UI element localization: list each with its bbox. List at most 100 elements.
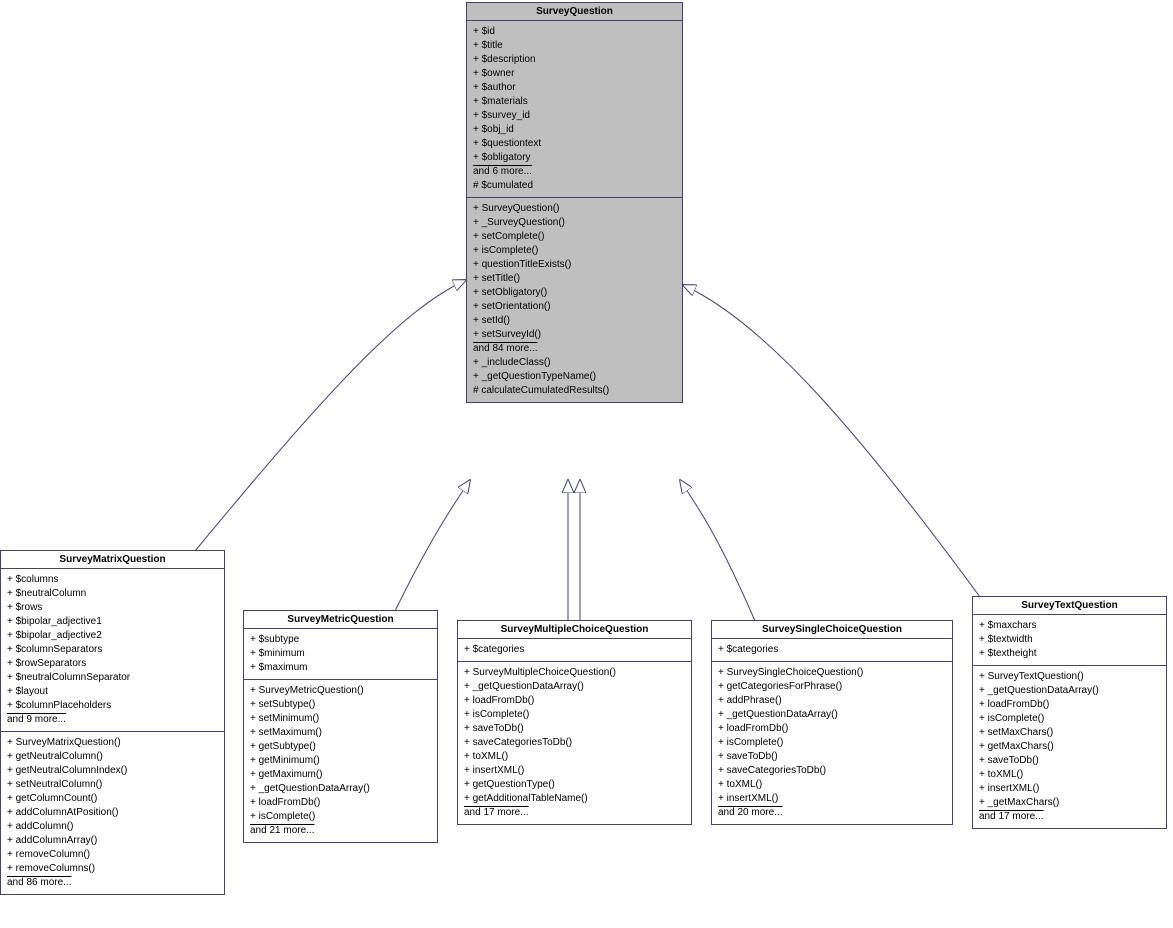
attribute-line: + $subtype bbox=[250, 633, 431, 647]
class-matrix[interactable]: SurveyMatrixQuestion+ $columns+ $neutral… bbox=[0, 550, 225, 895]
operation-line: + SurveySingleChoiceQuestion() bbox=[718, 666, 946, 680]
operation-line: and 17 more... bbox=[464, 806, 685, 820]
class-title: SurveyMetricQuestion bbox=[244, 611, 437, 629]
operations-section: + SurveyMetricQuestion()+ setSubtype()+ … bbox=[244, 680, 437, 842]
operation-line: + toXML() bbox=[979, 768, 1160, 782]
operation-line: + loadFromDb() bbox=[464, 694, 685, 708]
attribute-line: + $minimum bbox=[250, 647, 431, 661]
class-title: SurveySingleChoiceQuestion bbox=[712, 621, 952, 639]
attribute-line: + $categories bbox=[718, 643, 946, 657]
operation-line: + getMinimum() bbox=[250, 754, 431, 768]
operation-line: + isComplete() bbox=[464, 708, 685, 722]
operation-line: + setComplete() bbox=[473, 230, 676, 244]
class-title: SurveyQuestion bbox=[467, 3, 682, 21]
attribute-line: + $maxchars bbox=[979, 619, 1160, 633]
operation-line: + getNeutralColumnIndex() bbox=[7, 764, 218, 778]
operation-line: + insertXML() bbox=[979, 782, 1160, 796]
operation-line: + getSubtype() bbox=[250, 740, 431, 754]
operation-line: + saveCategoriesToDb() bbox=[718, 764, 946, 778]
operation-line: and 84 more... bbox=[473, 342, 676, 356]
class-metric[interactable]: SurveyMetricQuestion+ $subtype+ $minimum… bbox=[243, 610, 438, 843]
operation-line: + getCategoriesForPhrase() bbox=[718, 680, 946, 694]
operation-line: + getMaxChars() bbox=[979, 740, 1160, 754]
attribute-line: + $owner bbox=[473, 67, 676, 81]
operation-line: + getColumnCount() bbox=[7, 792, 218, 806]
operation-line: + setId() bbox=[473, 314, 676, 328]
attribute-line: + $columnPlaceholders bbox=[7, 699, 218, 713]
operation-line: and 21 more... bbox=[250, 824, 431, 838]
attribute-line: + $author bbox=[473, 81, 676, 95]
operation-line: + setMaximum() bbox=[250, 726, 431, 740]
operation-line: + addPhrase() bbox=[718, 694, 946, 708]
attribute-line: + $columns bbox=[7, 573, 218, 587]
operation-line: and 86 more... bbox=[7, 876, 218, 890]
operation-line: + _getQuestionDataArray() bbox=[464, 680, 685, 694]
operation-line: + SurveyMultipleChoiceQuestion() bbox=[464, 666, 685, 680]
operation-line: + toXML() bbox=[718, 778, 946, 792]
operation-line: + setObligatory() bbox=[473, 286, 676, 300]
class-text[interactable]: SurveyTextQuestion+ $maxchars+ $textwidt… bbox=[972, 596, 1167, 829]
operation-line: + setNeutralColumn() bbox=[7, 778, 218, 792]
operation-line: + SurveyQuestion() bbox=[473, 202, 676, 216]
operation-line: + saveToDb() bbox=[464, 722, 685, 736]
operation-line: + setSubtype() bbox=[250, 698, 431, 712]
inheritance-edge bbox=[395, 480, 470, 611]
class-multi[interactable]: SurveyMultipleChoiceQuestion + $categorie… bbox=[457, 620, 692, 825]
class-title: SurveyMultipleChoiceQuestion bbox=[458, 621, 691, 639]
operation-line: + isComplete() bbox=[718, 736, 946, 750]
operation-line: + _includeClass() bbox=[473, 356, 676, 370]
attributes-section: + $subtype+ $minimum+ $maximum bbox=[244, 629, 437, 680]
operation-line: # calculateCumulatedResults() bbox=[473, 384, 676, 398]
operation-line: + saveCategoriesToDb() bbox=[464, 736, 685, 750]
operation-line: + addColumn() bbox=[7, 820, 218, 834]
attribute-line: + $layout bbox=[7, 685, 218, 699]
operation-line: + _getQuestionDataArray() bbox=[718, 708, 946, 722]
attribute-line: + $bipolar_adjective1 bbox=[7, 615, 218, 629]
attribute-line: + $obj_id bbox=[473, 123, 676, 137]
operation-line: + setMinimum() bbox=[250, 712, 431, 726]
operation-line: + setMaxChars() bbox=[979, 726, 1160, 740]
operation-line: + setSurveyId() bbox=[473, 328, 676, 342]
class-parent[interactable]: SurveyQuestion+ $id+ $title+ $descriptio… bbox=[466, 2, 683, 403]
class-single[interactable]: SurveySingleChoiceQuestion + $categories +… bbox=[711, 620, 953, 825]
operation-line: + addColumnArray() bbox=[7, 834, 218, 848]
operations-section: + SurveySingleChoiceQuestion()+ getCateg… bbox=[712, 662, 952, 824]
operation-line: + removeColumn() bbox=[7, 848, 218, 862]
inheritance-edge bbox=[680, 480, 755, 621]
attribute-line: + $columnSeparators bbox=[7, 643, 218, 657]
attribute-line: + $neutralColumnSeparator bbox=[7, 671, 218, 685]
operation-line: + getAdditionalTableName() bbox=[464, 792, 685, 806]
attribute-line: and 6 more... bbox=[473, 165, 676, 179]
operation-line: + loadFromDb() bbox=[718, 722, 946, 736]
attributes-section: + $id+ $title+ $description+ $owner+ $au… bbox=[467, 21, 682, 198]
operation-line: + SurveyMetricQuestion() bbox=[250, 684, 431, 698]
operation-line: + SurveyMatrixQuestion() bbox=[7, 736, 218, 750]
attribute-line: + $survey_id bbox=[473, 109, 676, 123]
operation-line: + loadFromDb() bbox=[979, 698, 1160, 712]
attribute-line: + $id bbox=[473, 25, 676, 39]
attributes-section: + $categories bbox=[712, 639, 952, 662]
operation-line: + addColumnAtPosition() bbox=[7, 806, 218, 820]
operation-line: + _getQuestionDataArray() bbox=[250, 782, 431, 796]
operation-line: + _getQuestionTypeName() bbox=[473, 370, 676, 384]
operations-section: + SurveyMultipleChoiceQuestion()+ _getQu… bbox=[458, 662, 691, 824]
class-title: SurveyMatrixQuestion bbox=[1, 551, 224, 569]
operation-line: + insertXML() bbox=[464, 764, 685, 778]
attribute-line: + $maximum bbox=[250, 661, 431, 675]
attribute-line: + $obligatory bbox=[473, 151, 676, 165]
operation-line: + setTitle() bbox=[473, 272, 676, 286]
operation-line: + _SurveyQuestion() bbox=[473, 216, 676, 230]
attribute-line: + $textheight bbox=[979, 647, 1160, 661]
attribute-line: + $categories bbox=[464, 643, 685, 657]
operation-line: + isComplete() bbox=[979, 712, 1160, 726]
operation-line: + saveToDb() bbox=[718, 750, 946, 764]
attribute-line: + $rowSeparators bbox=[7, 657, 218, 671]
attributes-section: + $maxchars+ $textwidth+ $textheight bbox=[973, 615, 1166, 666]
attribute-line: + $bipolar_adjective2 bbox=[7, 629, 218, 643]
attributes-section: + $categories bbox=[458, 639, 691, 662]
attribute-line: + $neutralColumn bbox=[7, 587, 218, 601]
operation-line: + getQuestionType() bbox=[464, 778, 685, 792]
operations-section: + SurveyMatrixQuestion() + getNeutralColu… bbox=[1, 732, 224, 894]
operation-line: + _getQuestionDataArray() bbox=[979, 684, 1160, 698]
operation-line: + saveToDb() bbox=[979, 754, 1160, 768]
